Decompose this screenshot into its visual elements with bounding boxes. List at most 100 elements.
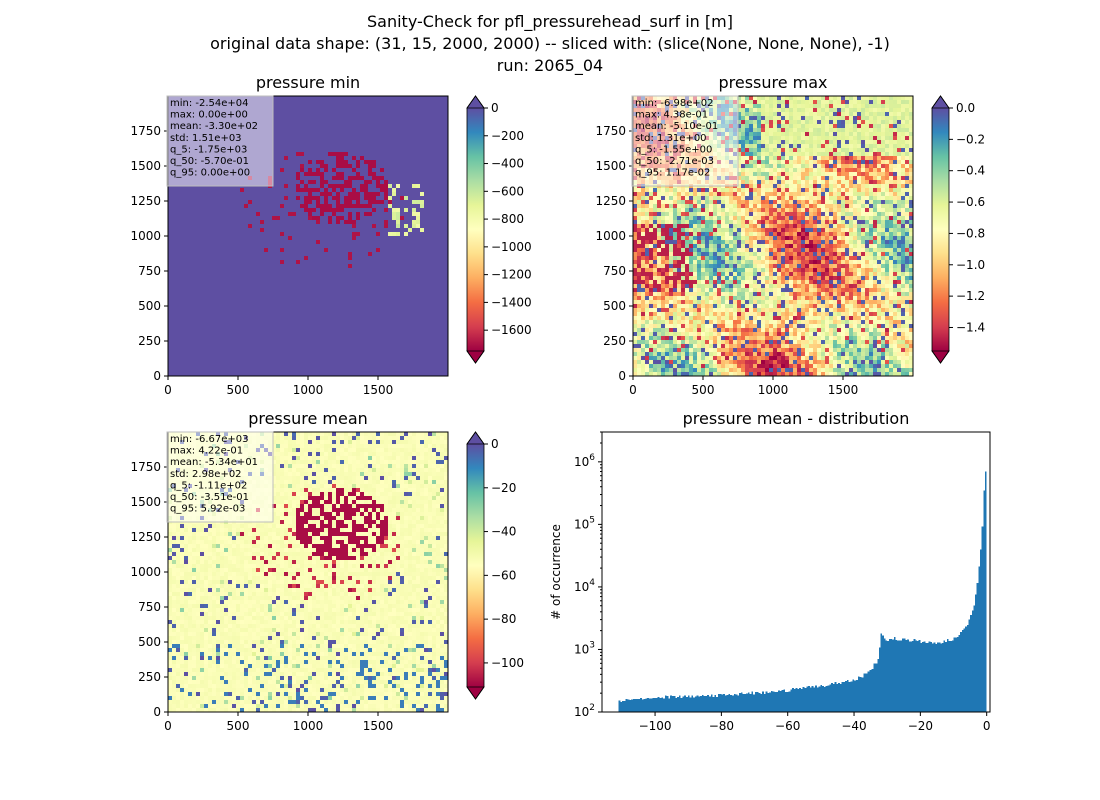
heatmap-cell [196, 260, 201, 265]
heatmap-cell [208, 364, 213, 369]
heatmap-cell [352, 320, 357, 325]
heatmap-cell [408, 236, 413, 241]
heatmap-cell [416, 336, 421, 341]
heatmap-cell [384, 256, 389, 261]
heatmap-cell [324, 284, 329, 289]
heatmap-cell [204, 228, 209, 233]
heatmap-cell [392, 216, 397, 221]
heatmap-cell [336, 340, 341, 345]
heatmap-cell [180, 320, 185, 325]
heatmap-cell [204, 292, 209, 297]
heatmap-cell [432, 136, 437, 141]
heatmap-cell [312, 120, 317, 125]
heatmap-cell [396, 232, 401, 237]
heatmap-cell [196, 300, 201, 305]
heatmap-cell [288, 256, 293, 261]
heatmap-cell [328, 228, 333, 233]
heatmap-cell [324, 360, 329, 365]
heatmap-cell [288, 192, 293, 197]
heatmap-cell [444, 168, 449, 173]
heatmap-cell [264, 252, 269, 257]
heatmap-cell [392, 264, 397, 269]
heatmap-cell [344, 128, 349, 133]
heatmap-cell [212, 300, 217, 305]
heatmap-cell [224, 320, 229, 325]
heatmap-cell [216, 296, 221, 301]
heatmap-cell [352, 220, 357, 225]
heatmap-cell [408, 152, 413, 157]
heatmap-cell [180, 260, 185, 265]
heatmap-cell [328, 368, 333, 373]
heatmap-cell [232, 360, 237, 365]
heatmap-cell [188, 220, 193, 225]
heatmap-cell [272, 172, 277, 177]
heatmap-cell [424, 260, 429, 265]
heatmap-cell [192, 224, 197, 229]
heatmap-cell [328, 208, 333, 213]
heatmap-cell [272, 268, 277, 273]
heatmap-cell [324, 312, 329, 317]
heatmap-cell [220, 276, 225, 281]
heatmap-cell [316, 364, 321, 369]
heatmap-cell [344, 112, 349, 117]
heatmap-cell [360, 264, 365, 269]
heatmap-cell [272, 328, 277, 333]
heatmap-cell [336, 244, 341, 249]
heatmap-cell [372, 248, 377, 253]
heatmap-cell [324, 272, 329, 277]
heatmap-cell [424, 180, 429, 185]
heatmap-cell [232, 336, 237, 341]
heatmap-cell [424, 236, 429, 241]
heatmap-cell [412, 100, 417, 105]
heatmap-cell [392, 256, 397, 261]
heatmap-cell [320, 300, 325, 305]
heatmap-cell [196, 312, 201, 317]
heatmap-cell [757, 96, 762, 101]
heatmap-cell [276, 164, 281, 169]
heatmap-cell [408, 204, 413, 209]
heatmap-cell [188, 248, 193, 253]
heatmap-cell [232, 308, 237, 313]
heatmap-cell [204, 360, 209, 365]
heatmap-cell [176, 320, 181, 325]
heatmap-cell [180, 264, 185, 269]
heatmap-cell [304, 204, 309, 209]
heatmap-cell [356, 200, 361, 205]
heatmap-cell [204, 288, 209, 293]
heatmap-cell [192, 276, 197, 281]
heatmap-cell [356, 124, 361, 129]
heatmap-cell [256, 344, 261, 349]
heatmap-cell [224, 332, 229, 337]
x-tick-label: 1000 [293, 383, 324, 397]
heatmap-cell [340, 320, 345, 325]
heatmap-cell [344, 220, 349, 225]
heatmap-cell [312, 160, 317, 165]
heatmap-cell [268, 248, 273, 253]
heatmap-cell [428, 240, 433, 245]
heatmap-cell [432, 236, 437, 241]
heatmap-cell [388, 292, 393, 297]
heatmap-cell [232, 236, 237, 241]
heatmap-cell [184, 364, 189, 369]
heatmap-cell [232, 304, 237, 309]
heatmap-cell [332, 300, 337, 305]
heatmap-cell [404, 128, 409, 133]
heatmap-cell [208, 240, 213, 245]
heatmap-cell [428, 180, 433, 185]
heatmap-cell [424, 316, 429, 321]
heatmap-cell [400, 216, 405, 221]
heatmap-cell [388, 220, 393, 225]
heatmap-cell [312, 132, 317, 137]
heatmap-cell [424, 304, 429, 309]
heatmap-cell [400, 252, 405, 257]
heatmap-cell [296, 160, 301, 165]
heatmap-cell [268, 368, 273, 373]
heatmap-cell [416, 356, 421, 361]
heatmap-cell [276, 128, 281, 133]
heatmap-cell [236, 252, 241, 257]
heatmap-cell [324, 368, 329, 373]
heatmap-cell [292, 368, 297, 373]
heatmap-cell [320, 216, 325, 221]
heatmap-cell [300, 108, 305, 113]
heatmap-cell [176, 352, 181, 357]
